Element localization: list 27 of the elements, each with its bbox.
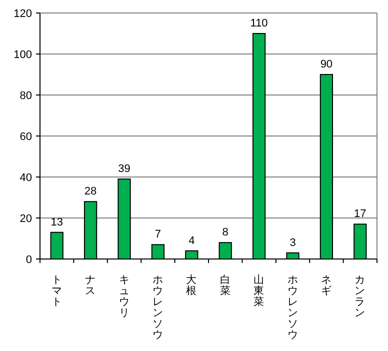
data-label: 13	[50, 216, 63, 228]
data-label: 17	[354, 208, 366, 220]
y-tick-label: 100	[14, 49, 32, 61]
x-tick-label: 白菜	[220, 274, 231, 297]
data-label: 28	[84, 186, 97, 198]
y-tick-label: 40	[20, 172, 32, 184]
y-tick-label: 60	[20, 131, 32, 143]
data-label: 90	[320, 58, 333, 70]
data-label: 39	[118, 163, 130, 176]
x-tick-label: 山東菜	[254, 273, 265, 308]
x-tick-label: キュウリ	[118, 274, 130, 319]
data-label: 7	[154, 228, 162, 241]
x-tick-label: ネギ	[320, 274, 332, 297]
x-tick-label: カンラン	[354, 274, 366, 319]
data-label: 8	[222, 226, 228, 239]
data-label: 4	[188, 234, 195, 247]
x-tick-label: 大根	[186, 273, 198, 297]
y-tick-label: 80	[20, 90, 32, 102]
y-tick-label: 20	[20, 213, 32, 225]
y-tick-label: 0	[26, 254, 32, 266]
x-tick-label: ホウレンソウ	[287, 274, 298, 341]
data-label: 110	[250, 18, 268, 30]
x-tick-label: トマト	[51, 274, 62, 308]
data-label: 3	[290, 236, 296, 249]
y-tick-label: 120	[14, 8, 32, 20]
x-tick-label: ナス	[85, 274, 96, 297]
x-tick-label: ホウレンソウ	[152, 274, 164, 341]
